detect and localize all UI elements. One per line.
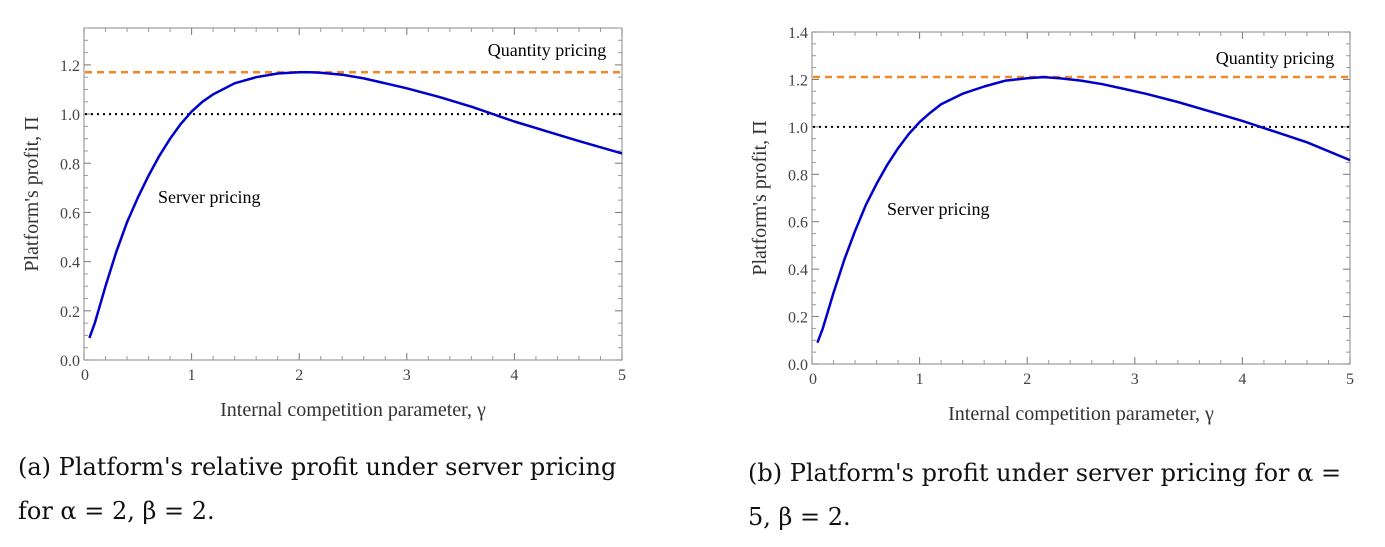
x-axis-label: Internal competition parameter, γ bbox=[948, 403, 1214, 425]
y-tick-label: 1.2 bbox=[60, 58, 80, 75]
x-tick-label: 4 bbox=[510, 367, 518, 384]
x-tick-label: 5 bbox=[1346, 371, 1354, 388]
x-tick-label: 3 bbox=[1131, 371, 1139, 388]
plot-frame bbox=[83, 27, 623, 361]
caption-a-line1: (a) Platform's relative profit under ser… bbox=[18, 453, 617, 481]
y-tick-label: 1.4 bbox=[788, 25, 808, 42]
x-tick-label: 2 bbox=[295, 367, 303, 384]
y-axis-label: Platform's profit, Π bbox=[749, 120, 771, 275]
y-tick-label: 0.0 bbox=[60, 353, 80, 370]
x-tick-label: 3 bbox=[403, 367, 411, 384]
x-tick-label: 4 bbox=[1238, 371, 1246, 388]
x-tick-label: 2 bbox=[1023, 371, 1031, 388]
y-tick-label: 0.2 bbox=[60, 304, 80, 321]
x-tick-label: 1 bbox=[188, 367, 196, 384]
server-pricing-curve bbox=[816, 75, 1351, 344]
caption-a-line2: for α = 2, β = 2. bbox=[18, 497, 215, 525]
y-tick-label: 0.0 bbox=[788, 357, 808, 374]
y-tick-label: 0.6 bbox=[788, 215, 808, 232]
y-tick-label: 0.8 bbox=[60, 156, 80, 173]
y-tick-label: 1.2 bbox=[788, 72, 808, 89]
y-tick-label: 1.0 bbox=[788, 120, 808, 137]
chart-panel-b: 0 1 2 3 4 5 0.0 0.2 0.4 0.6 0.8 1.0 1.2 1.4 Quantity p… bbox=[749, 25, 1354, 425]
annotation-server-pricing: Server pricing bbox=[158, 187, 260, 207]
y-tick-label: 1.0 bbox=[60, 107, 80, 124]
y-tick-label: 0.6 bbox=[60, 205, 80, 222]
chart-panel-a: 0 1 2 3 4 5 0.0 0.2 0.4 0.6 0.8 1.0 1.2 Quantity pric… bbox=[21, 27, 626, 421]
caption-b-line1: (b) Platform's profit under server prici… bbox=[748, 459, 1342, 487]
y-axis-label: Platform's profit, Π bbox=[21, 116, 43, 271]
y-tick-label: 0.4 bbox=[788, 262, 808, 279]
y-tick-label: 0.4 bbox=[60, 255, 80, 272]
annotation-quantity-pricing: Quantity pricing bbox=[1216, 48, 1334, 68]
server-pricing-curve bbox=[88, 71, 623, 339]
annotation-server-pricing: Server pricing bbox=[887, 199, 989, 219]
x-tick-label: 1 bbox=[916, 371, 924, 388]
x-tick-label: 0 bbox=[81, 367, 89, 384]
caption-b-line2: 5, β = 2. bbox=[748, 503, 851, 531]
x-tick-label: 0 bbox=[809, 371, 817, 388]
x-tick-label: 5 bbox=[618, 367, 626, 384]
y-tick-label: 0.2 bbox=[788, 310, 808, 327]
x-axis-label: Internal competition parameter, γ bbox=[220, 399, 486, 421]
annotation-quantity-pricing: Quantity pricing bbox=[488, 40, 606, 60]
caption-a: (a) Platform's relative profit under ser… bbox=[18, 445, 616, 533]
caption-b: (b) Platform's profit under server prici… bbox=[748, 451, 1341, 539]
y-tick-label: 0.8 bbox=[788, 167, 808, 184]
